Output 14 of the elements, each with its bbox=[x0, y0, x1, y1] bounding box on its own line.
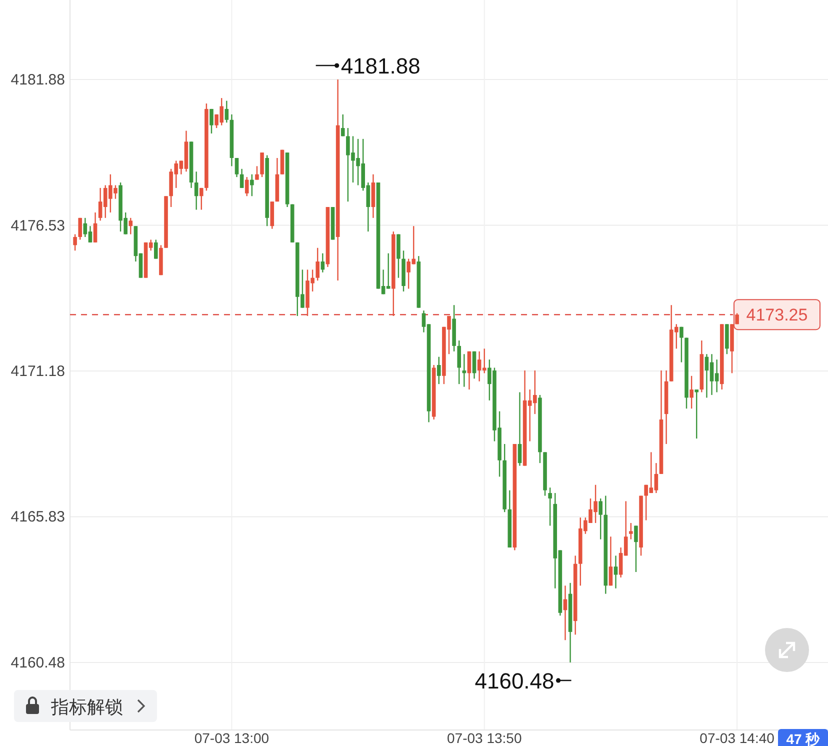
x-tick-label: 07-03 13:50 bbox=[447, 730, 522, 746]
x-tick-label: 07-03 13:00 bbox=[194, 730, 270, 746]
annotation: 4160.48 bbox=[474, 668, 554, 694]
x-tick-label: 07-03 14:40 bbox=[700, 730, 775, 746]
y-tick-label: 4176.53 bbox=[10, 217, 65, 234]
y-tick-label: 4160.48 bbox=[10, 654, 65, 672]
annotation: 4181.88 bbox=[340, 54, 420, 79]
ref-line-label: 4173.25 bbox=[746, 306, 808, 325]
y-tick-label: 4165.83 bbox=[10, 508, 65, 526]
y-tick-label: 4181.88 bbox=[10, 72, 65, 89]
button: 指标解锁 bbox=[14, 690, 157, 722]
y-tick-label: 4171.18 bbox=[10, 362, 65, 380]
badge: 47 秒 bbox=[778, 729, 828, 746]
annotation: 指标解锁 bbox=[50, 697, 123, 717]
